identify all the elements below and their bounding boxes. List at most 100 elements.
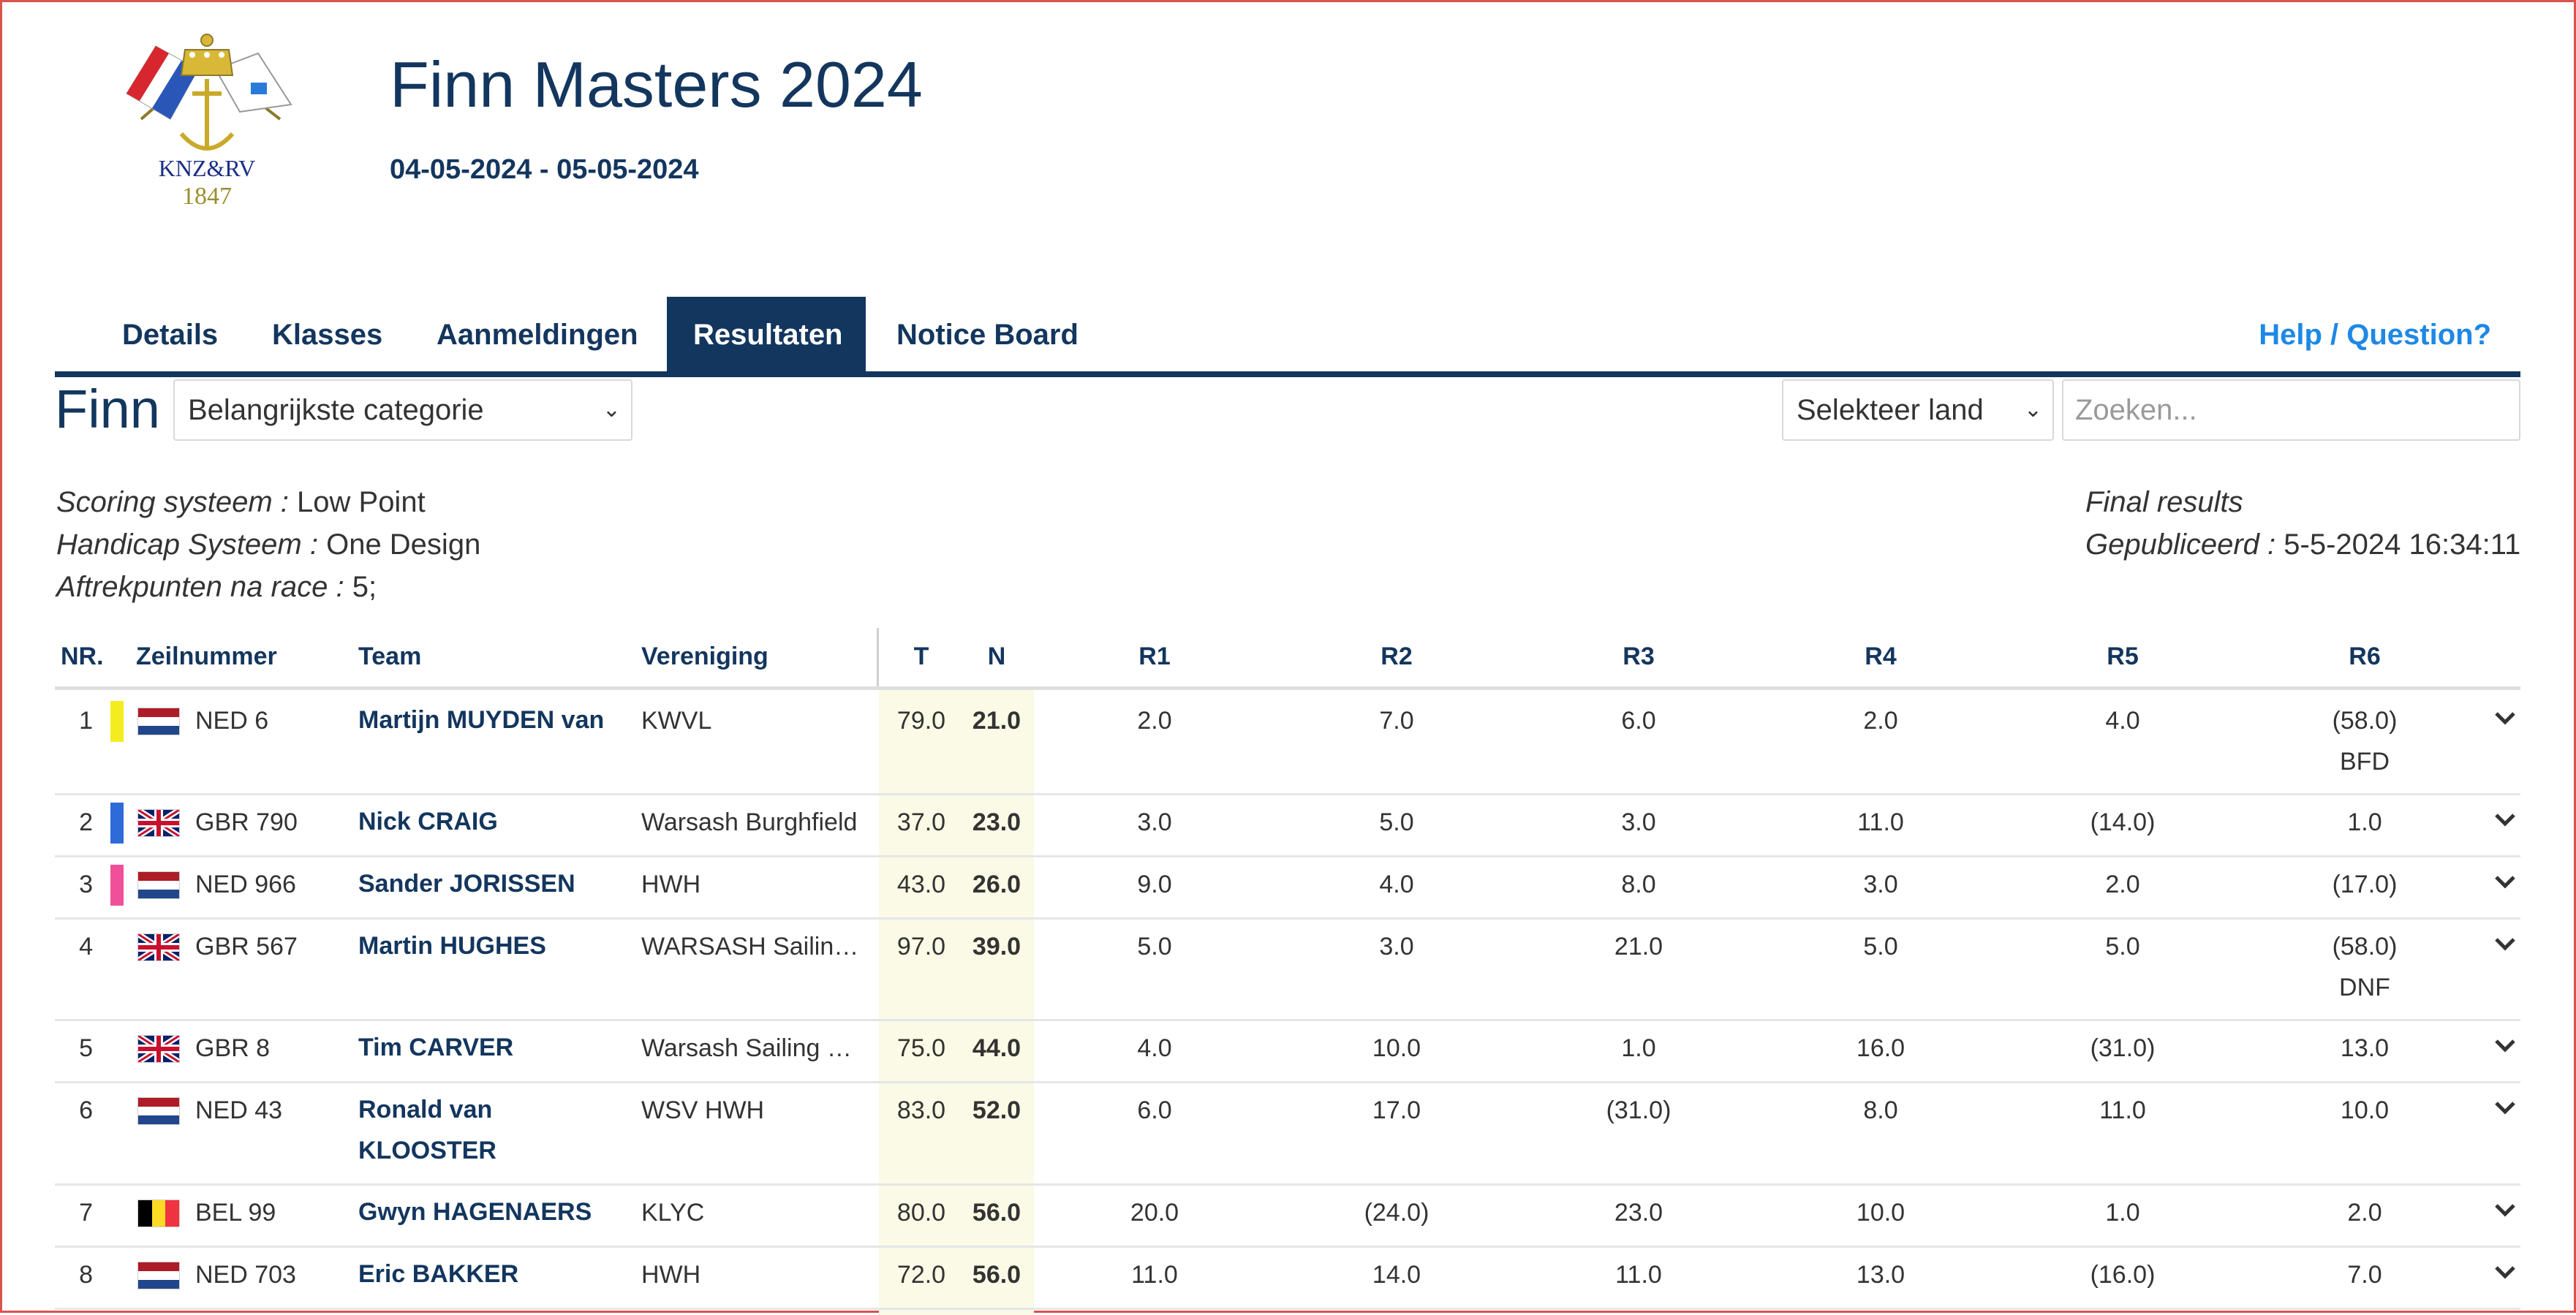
ned-flag-icon [138, 1098, 179, 1124]
row-separator [55, 855, 2520, 857]
header-total[interactable]: T [913, 643, 929, 670]
sail-number: GBR 8 [195, 1034, 271, 1062]
team-name[interactable]: Martijn MUYDEN van [358, 706, 605, 734]
race-r4-score: 3.0 [1863, 871, 1898, 898]
chevron-down-icon[interactable] [2493, 1197, 2518, 1229]
club-name: WSV HWH [641, 1096, 765, 1124]
published-value: 5-5-2024 16:34:11 [2284, 528, 2521, 561]
main-nav: Details Klasses Aanmeldingen Resultaten … [55, 297, 2520, 373]
rank-number: 5 [79, 1034, 93, 1062]
row-separator [55, 917, 2520, 920]
gbr-flag-icon [138, 810, 179, 836]
header-team[interactable]: Team [358, 643, 422, 670]
tab-notice-board[interactable]: Notice Board [896, 319, 1079, 351]
tab-klasses[interactable]: Klasses [272, 319, 383, 351]
rank-marker [110, 701, 124, 742]
chevron-down-icon[interactable] [2493, 1095, 2518, 1126]
tab-resultaten[interactable]: Resultaten [667, 297, 866, 373]
header-r6[interactable]: R6 [2349, 643, 2381, 670]
race-r6-score: 2.0 [2347, 1199, 2382, 1227]
results-status: Final results [2085, 481, 2243, 523]
team-name[interactable]: Eric BAKKER [358, 1260, 519, 1288]
team-name[interactable]: Nick CRAIG [358, 808, 498, 835]
category-select-value: Belangrijkste categorie [188, 394, 484, 426]
row-separator [55, 1081, 2520, 1083]
handicap-label: Handicap Systeem : [56, 528, 318, 561]
header-r5[interactable]: R5 [2107, 643, 2139, 670]
race-r4-score: 11.0 [1857, 808, 1904, 836]
country-select[interactable]: Selekteer land ⌄ [1782, 379, 2054, 441]
chevron-down-icon[interactable] [2493, 1259, 2518, 1291]
header-r4[interactable]: R4 [1865, 643, 1897, 670]
chevron-down-icon[interactable] [2493, 1033, 2518, 1064]
race-r3-score: 8.0 [1621, 871, 1656, 898]
team-name[interactable]: Sander JORISSEN [358, 870, 575, 898]
flag-right-icon [213, 52, 292, 121]
chevron-down-icon[interactable] [2493, 931, 2518, 963]
net-points: 56.0 [972, 1261, 1021, 1289]
chevron-down-icon: ⌄ [602, 398, 621, 422]
header-sail-number[interactable]: Zeilnummer [136, 643, 277, 670]
race-r2-score: (24.0) [1364, 1199, 1429, 1227]
search-input[interactable]: Zoeken... [2062, 379, 2520, 441]
net-points: 44.0 [972, 1034, 1021, 1062]
anchor-icon [179, 79, 235, 151]
sail-number: GBR 567 [195, 933, 298, 960]
total-points: 43.0 [896, 871, 946, 898]
race-r1-score: 20.0 [1130, 1199, 1179, 1227]
team-name[interactable]: Martin HUGHES [358, 932, 546, 960]
tab-aanmeldingen[interactable]: Aanmeldingen [437, 319, 638, 351]
race-r6-score: (58.0) [2332, 707, 2398, 735]
chevron-down-icon[interactable] [2493, 705, 2518, 737]
row-separator [55, 1246, 2520, 1248]
country-select-value: Selekteer land [1797, 394, 1984, 426]
team-name[interactable]: Gwyn HAGENAERS [358, 1198, 592, 1226]
bel-flag-icon [138, 1200, 179, 1227]
race-r4-score: 2.0 [1863, 707, 1898, 735]
header-r2[interactable]: R2 [1380, 643, 1413, 670]
rank-number: 3 [79, 871, 93, 898]
header-r1[interactable]: R1 [1138, 643, 1171, 670]
total-points: 72.0 [896, 1261, 946, 1289]
team-name[interactable]: KLOOSTER [358, 1137, 496, 1164]
sail-number: NED 966 [195, 871, 296, 898]
chevron-down-icon[interactable] [2493, 869, 2518, 901]
scoring-value: Low Point [297, 486, 426, 518]
club-name: KLYC [641, 1199, 705, 1227]
header-r3[interactable]: R3 [1623, 643, 1655, 670]
race-r6-score: 10.0 [2340, 1096, 2390, 1124]
category-select[interactable]: Belangrijkste categorie ⌄ [173, 379, 632, 441]
chevron-down-icon[interactable] [2493, 807, 2518, 838]
handicap-value: One Design [326, 528, 481, 561]
row-separator [55, 1183, 2520, 1186]
net-points: 23.0 [972, 808, 1021, 836]
race-r3-score: 1.0 [1621, 1034, 1656, 1062]
discard-info: Aftrekpunten na race : 5; [56, 566, 377, 608]
chevron-down-icon: ⌄ [2023, 398, 2042, 422]
event-dates: 04-05-2024 - 05-05-2024 [390, 154, 699, 185]
crown-icon [180, 34, 234, 76]
team-name[interactable]: Tim CARVER [358, 1034, 514, 1061]
race-r5-score: 5.0 [2105, 933, 2140, 960]
header-nr[interactable]: NR. [61, 643, 104, 670]
race-r1-score: 11.0 [1131, 1261, 1178, 1289]
results-status-text: Final results [2085, 486, 2243, 518]
sail-number: GBR 790 [195, 808, 298, 836]
header-net[interactable]: N [987, 643, 1006, 670]
header-club[interactable]: Vereniging [641, 643, 768, 670]
net-points: 21.0 [972, 707, 1021, 735]
total-points: 79.0 [896, 707, 946, 735]
published-label: Gepubliceerd : [2085, 528, 2276, 561]
help-link[interactable]: Help / Question? [2259, 319, 2491, 351]
tab-details[interactable]: Details [122, 319, 219, 351]
race-r1-score: 2.0 [1137, 707, 1172, 735]
total-points: 97.0 [896, 933, 946, 960]
team-name[interactable]: Ronald van [358, 1096, 493, 1123]
race-r2-score: 10.0 [1372, 1034, 1421, 1062]
scoring-label: Scoring systeem : [56, 486, 289, 518]
published-info: Gepubliceerd : 5-5-2024 16:34:11 [2085, 523, 2520, 566]
race-r2-score: 14.0 [1372, 1261, 1421, 1289]
total-points: 37.0 [896, 808, 946, 836]
race-r2-score: 5.0 [1379, 808, 1414, 836]
race-r6-score: 7.0 [2347, 1261, 2382, 1289]
